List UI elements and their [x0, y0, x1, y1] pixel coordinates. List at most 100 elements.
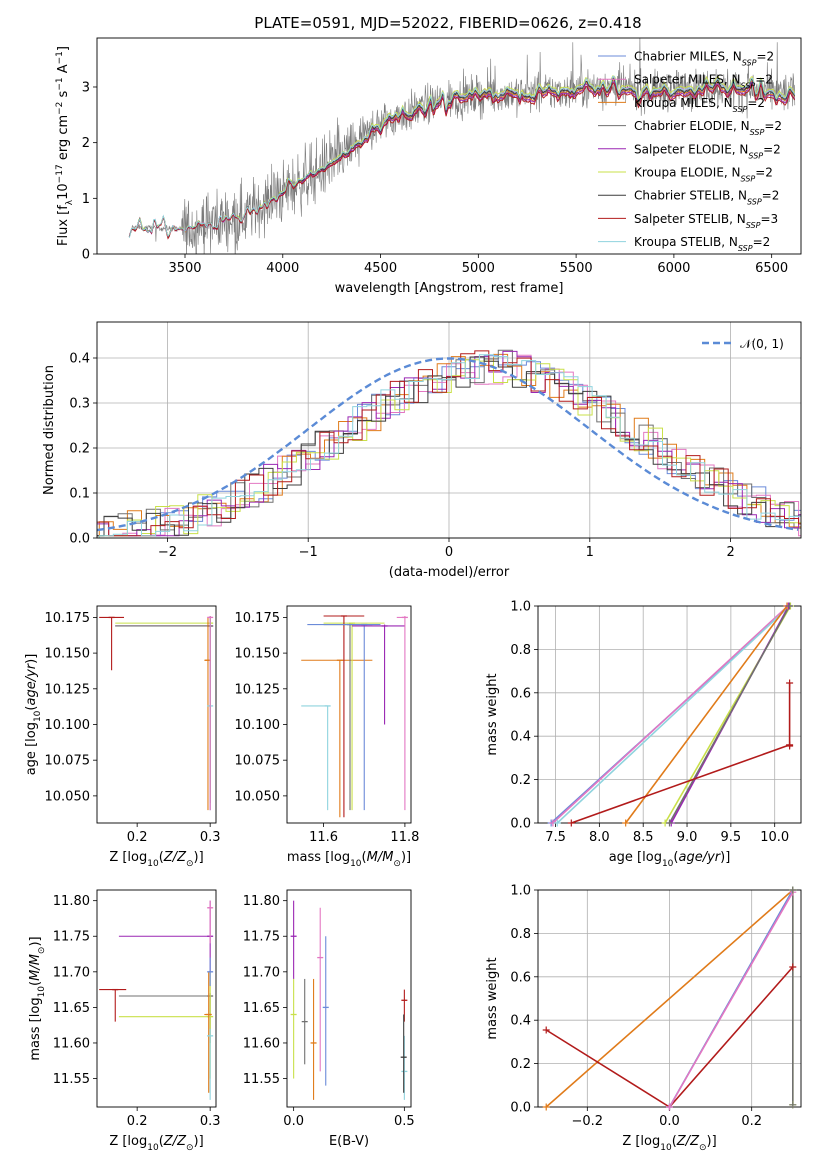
errorbar-kroupa_miles — [204, 971, 212, 1093]
y-tick-label: 10.100 — [235, 718, 281, 733]
errorbar-salpeter_elodie — [352, 624, 405, 725]
y-tick-label: 10.075 — [45, 754, 91, 769]
y-tick-label: 11.75 — [243, 930, 280, 945]
label-part: Z [log — [109, 1134, 147, 1149]
y-axis-label: mass weight — [485, 957, 500, 1039]
legend-val: =3 — [760, 212, 778, 226]
panel-weight-vs-Z: −0.2 0.0 0.2 0.0 0.2 0.4 0.6 0.8 1.0 Z [log10(Z/Z… — [485, 884, 802, 1153]
weight-kroupa_stelib-line — [556, 606, 791, 823]
y-tick-label: 11.65 — [53, 1001, 90, 1016]
y-tick-label: 11.70 — [243, 965, 280, 980]
plus-marker — [666, 1103, 673, 1111]
x-tick-label: 7.5 — [545, 830, 566, 845]
y-axis-label: Flux [fλ10−17 erg cm−2 s−1 A−1] — [55, 46, 75, 246]
plus-marker — [789, 963, 797, 971]
errorbar-salpeter_stelib — [401, 989, 408, 1022]
label-part: Z/Z — [163, 1134, 187, 1149]
label-part: −1 — [55, 51, 65, 64]
hist-salpeter_stelib — [97, 350, 801, 537]
y-tick-label: 11.65 — [243, 1001, 280, 1016]
legend-val: =2 — [753, 235, 771, 249]
y-tick-label: 0.8 — [510, 927, 531, 942]
x-tick-label: 0.3 — [200, 1114, 221, 1129]
x-tick-label: −1 — [299, 545, 318, 560]
y-tick-label: 0.4 — [69, 352, 90, 367]
plus-marker — [622, 819, 630, 827]
legend-text: Kroupa ELODIE, N — [634, 166, 741, 180]
errorbar-chabrier_miles — [322, 936, 329, 1086]
y-tick-label: 11.70 — [53, 965, 90, 980]
legend-val: =2 — [755, 166, 773, 180]
panel-mass-vs-ebv: 0.0 0.5 11.55 11.60 11.65 11.70 11.75 11.80 E(B-… — [243, 889, 415, 1149]
x-tick-label: 0.5 — [394, 1114, 415, 1129]
label-part: age/yr — [24, 662, 39, 705]
x-axis-label: age [log10(age/yr)] — [609, 850, 731, 869]
errorbar-salpeter_stelib — [99, 616, 125, 671]
legend-sub: SSP — [750, 128, 765, 137]
errorbar-salpeter_stelib — [99, 988, 127, 1022]
y-tick-label: 0.4 — [510, 730, 531, 745]
hist-kroupa_elodie — [98, 359, 801, 538]
label-part: −2 — [55, 102, 65, 115]
x-tick-label: 5500 — [560, 261, 593, 276]
label-part: ( — [24, 706, 39, 711]
plus-marker — [786, 602, 794, 610]
label-part: Z/Z — [163, 850, 187, 865]
y-tick-label: 0.1 — [69, 487, 90, 502]
y-tick-label: 0.2 — [510, 773, 531, 788]
legend-entry: Kroupa ELODIE, NSSP=2 — [634, 166, 773, 184]
y-tick-label: 10.150 — [235, 647, 281, 662]
errorbar-chabrier_miles — [307, 623, 381, 811]
label-part: A — [56, 64, 71, 77]
label-part: Z/Z — [676, 1134, 700, 1149]
legend-text: Kroupa MILES, N — [634, 96, 733, 110]
label-part: age [log — [24, 722, 39, 775]
x-tick-label: 9.0 — [677, 830, 698, 845]
label-part: 10 — [147, 859, 159, 869]
figure-title: PLATE=0591, MJD=52022, FIBERID=0626, z=0… — [254, 14, 641, 32]
errorbar-kroupa_elodie — [323, 622, 385, 811]
legend-entry: Kroupa STELIB, NSSP=2 — [634, 235, 770, 253]
label-part: )] — [194, 850, 204, 865]
y-tick-label: 1.0 — [510, 884, 531, 899]
panel-spectrum: 3500 4000 4500 5000 5500 6000 6500 0 1 2 3 Chabrier… — [55, 37, 802, 296]
errorbar-chabrier_elodie — [323, 623, 373, 811]
x-axis-label: Z [log10(Z/Z⊙)] — [109, 850, 203, 869]
label-part: 10 — [350, 859, 362, 869]
plus-marker — [789, 1101, 797, 1109]
legend-val: =2 — [764, 119, 782, 133]
y-tick-label: 0.0 — [510, 1101, 531, 1116]
label-part: λ — [65, 199, 75, 205]
x-tick-label: 0.0 — [283, 1114, 304, 1129]
label-part: −17 — [55, 164, 65, 183]
y-tick-label: 0.2 — [510, 1057, 531, 1072]
x-tick-label: 1 — [586, 545, 594, 560]
y-tick-label: 0.0 — [69, 532, 90, 547]
legend-text: Chabrier ELODIE, N — [634, 119, 750, 133]
y-tick-label: 1 — [82, 192, 90, 207]
y-tick-label: 10.050 — [235, 789, 281, 804]
y-tick-label: 1.0 — [510, 600, 531, 615]
y-tick-label: 10.075 — [235, 754, 281, 769]
label-part: ⊙ — [186, 1143, 194, 1153]
y-tick-label: 11.75 — [53, 930, 90, 945]
y-axis-label: age [log10(age/yr)] — [24, 654, 43, 776]
y-axis-label: Normed distribution — [42, 365, 57, 495]
y-tick-label: 0.6 — [510, 970, 531, 985]
legend-sub: SSP — [748, 151, 763, 160]
y-tick-label: 10.050 — [45, 789, 91, 804]
x-axis-label: E(B-V) — [329, 1134, 369, 1149]
axes-frame — [96, 37, 802, 255]
y-tick-label: 11.80 — [53, 894, 90, 909]
x-tick-label: 0.2 — [127, 1114, 148, 1129]
plot-area — [128, 38, 796, 254]
label-part: )] — [720, 850, 730, 865]
y-tick-label: 10.175 — [45, 611, 91, 626]
weight-chabrier_elodie-line — [668, 606, 791, 823]
y-tick-label: 0.8 — [510, 643, 531, 658]
legend-entry: Salpeter STELIB, NSSP=3 — [634, 212, 778, 230]
label-part: ⊙ — [699, 1143, 707, 1153]
legend-sub: SSP — [738, 244, 753, 253]
errorbar-salpeter_miles — [207, 900, 214, 944]
